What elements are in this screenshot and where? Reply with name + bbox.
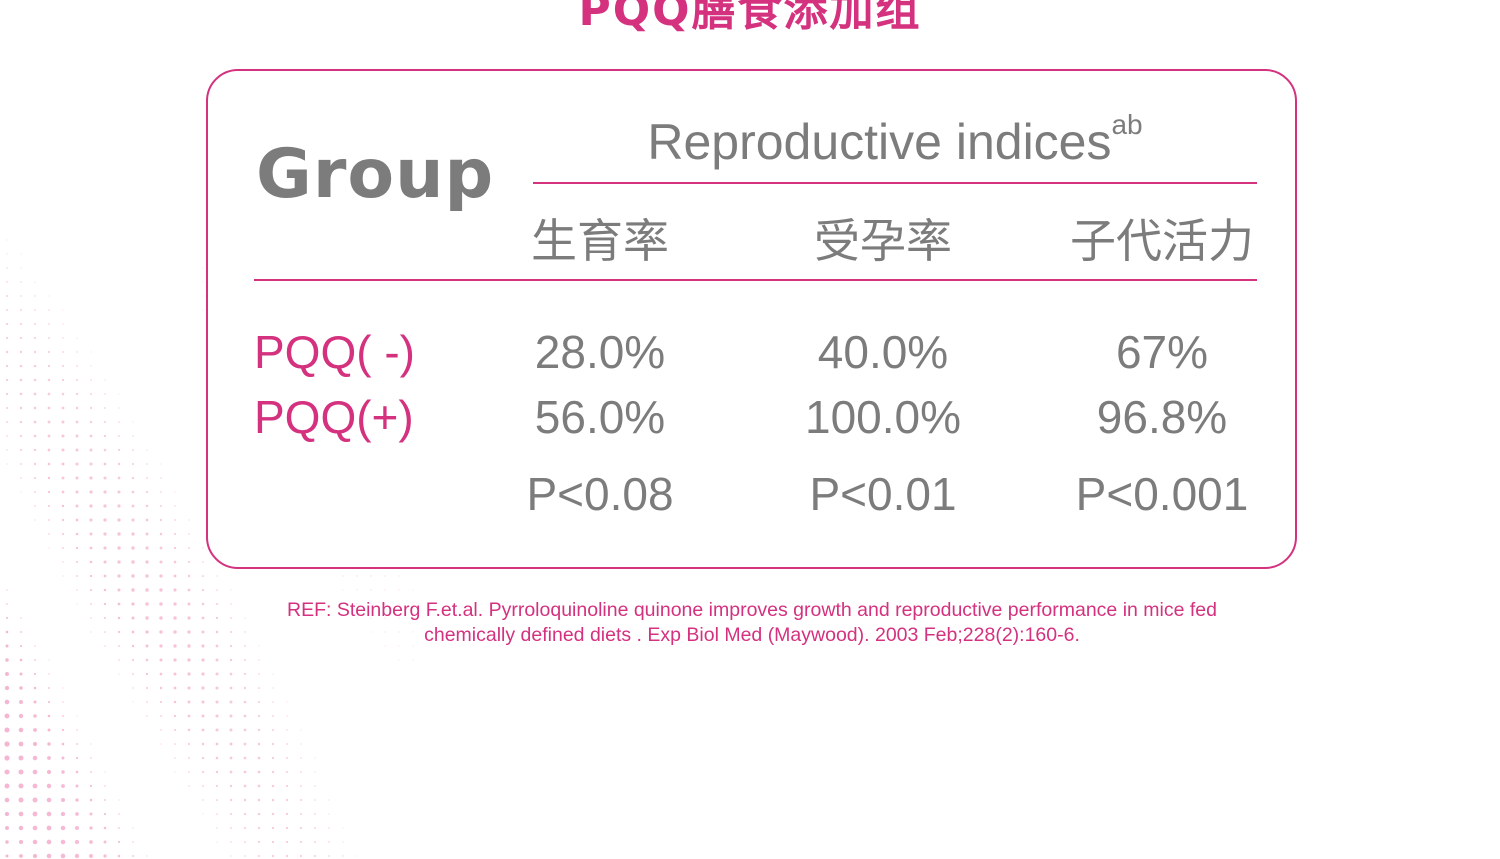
group-column-header: Group [256,135,495,214]
table-cell: 100.0% [804,391,961,443]
row-label-pqq-minus: PQQ( -) [254,326,415,378]
table-cell: 28.0% [534,326,666,378]
p-value-offspring: P<0.001 [1075,468,1249,520]
reference-line-1: REF: Steinberg F.et.al. Pyrroloquinoline… [287,599,1217,621]
p-value-fertility: P<0.08 [526,468,674,520]
table-cell: 56.0% [534,391,666,443]
reproductive-indices-label: Reproductive indices [647,114,1112,170]
row-label-pqq-plus: PQQ(+) [254,391,414,443]
reference-line-2: chemically defined diets . Exp Biol Med … [424,624,1080,646]
p-value-conception: P<0.01 [809,468,957,520]
column-header-fertility-rate: 生育率 [531,214,669,268]
table-cell: 40.0% [817,326,949,378]
table-divider [254,279,1257,281]
column-header-conception-rate: 受孕率 [814,214,952,268]
results-table-card: Group Reproductive indicesab 生育率 受孕率 子代活… [206,69,1297,569]
page-title: PQQ膳食添加组 [578,0,922,36]
column-header-offspring-vitality: 子代活力 [1070,214,1254,268]
indices-superscript: ab [1111,109,1143,140]
table-cell: 96.8% [1096,391,1228,443]
header-divider [533,182,1257,184]
reproductive-indices-header: Reproductive indicesab [533,109,1257,171]
reference-citation: REF: Steinberg F.et.al. Pyrroloquinoline… [230,598,1274,648]
table-cell: 67% [1115,326,1209,378]
